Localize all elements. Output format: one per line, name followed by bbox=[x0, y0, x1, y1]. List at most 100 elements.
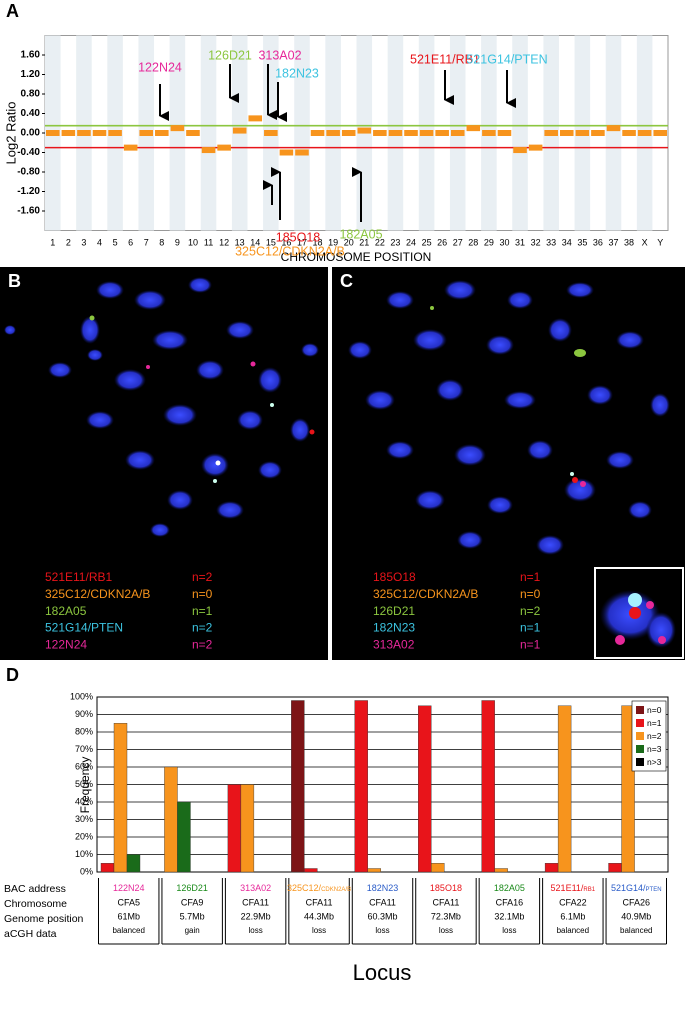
bac-name: 122N24 bbox=[113, 883, 145, 893]
segment bbox=[419, 130, 434, 136]
probe-label: 521G14/PTEN bbox=[45, 621, 123, 635]
bac-name: 182A05 bbox=[494, 883, 525, 893]
bar bbox=[418, 705, 432, 873]
x-tick-label: 6 bbox=[128, 237, 133, 247]
segment bbox=[388, 130, 403, 136]
legend-label: n=1 bbox=[647, 718, 662, 728]
x-tick-label: 36 bbox=[593, 237, 603, 247]
x-tick-label: 27 bbox=[453, 237, 463, 247]
x-tick-label: 25 bbox=[422, 237, 432, 247]
x-tick-label: 34 bbox=[562, 237, 572, 247]
gene-name: PTEN bbox=[646, 887, 662, 893]
bac-address: 313A02 bbox=[240, 883, 271, 893]
x-tick-label: 17 bbox=[297, 237, 307, 247]
y-tick-label: 0.00 bbox=[21, 128, 41, 139]
x-tick-label: 23 bbox=[390, 237, 400, 247]
segment bbox=[606, 125, 621, 132]
y-tick-label: -1.20 bbox=[17, 186, 40, 197]
panel-label: B bbox=[8, 271, 21, 291]
probe-count: n=1 bbox=[520, 621, 541, 635]
probe-label: 521E11/RB1 bbox=[45, 570, 112, 584]
y-axis-label: Log2 Ratio bbox=[3, 102, 18, 165]
x-tick-label: 13 bbox=[235, 237, 245, 247]
panel-label: C bbox=[340, 271, 353, 291]
segment bbox=[186, 130, 200, 136]
probe-label: 325C12/CDKN2A/B bbox=[45, 587, 150, 601]
y-tick-label: 60% bbox=[75, 761, 93, 771]
x-tick-label: 12 bbox=[219, 237, 229, 247]
x-tick-label: 9 bbox=[175, 237, 180, 247]
probe-count: n=0 bbox=[192, 587, 213, 601]
x-axis-label: Locus bbox=[353, 960, 412, 985]
segment bbox=[217, 144, 231, 151]
bar bbox=[557, 705, 572, 873]
segment bbox=[295, 149, 309, 156]
bac-name: 126D21 bbox=[176, 883, 208, 893]
row-label: BAC address bbox=[4, 883, 66, 895]
bar bbox=[240, 784, 255, 873]
panel-label: D bbox=[6, 665, 19, 685]
segment bbox=[357, 127, 372, 134]
y-tick-label: 80% bbox=[75, 726, 93, 736]
probe-label: 185O18 bbox=[373, 570, 416, 584]
bar bbox=[304, 868, 318, 873]
y-tick-label: 0.40 bbox=[21, 108, 41, 119]
x-tick-label: 20 bbox=[344, 237, 354, 247]
x-tick-label: 26 bbox=[437, 237, 447, 247]
x-tick-label: 2 bbox=[66, 237, 71, 247]
acgh-data: balanced bbox=[620, 926, 652, 935]
bar bbox=[431, 863, 445, 873]
genome-position: 40.9Mb bbox=[621, 911, 651, 921]
segment bbox=[108, 130, 122, 136]
bar bbox=[113, 723, 128, 873]
x-tick-label: 35 bbox=[577, 237, 587, 247]
bar bbox=[100, 863, 115, 873]
chromosome: CFA11 bbox=[306, 897, 333, 907]
acgh-data: loss bbox=[312, 926, 326, 935]
bar bbox=[608, 863, 622, 873]
bac-name: 521G14/ bbox=[611, 883, 646, 893]
legend-swatch bbox=[636, 706, 644, 714]
legend-label: n=0 bbox=[647, 705, 662, 715]
probe-count: n=2 bbox=[192, 570, 213, 584]
chromosome: CFA5 bbox=[117, 897, 140, 907]
segment bbox=[279, 149, 294, 156]
segment bbox=[310, 130, 325, 136]
bar bbox=[494, 868, 508, 873]
genome-position: 72.3Mb bbox=[431, 911, 461, 921]
y-tick-label: -0.40 bbox=[17, 147, 40, 158]
bac-address: 521E11/RB1 bbox=[551, 883, 596, 893]
gene-name: CDKN2A/B bbox=[321, 887, 351, 893]
bac-address: 126D21 bbox=[176, 883, 208, 893]
annotation: 182A05 bbox=[339, 227, 382, 241]
genome-position: 5.7Mb bbox=[180, 911, 205, 921]
x-axis-label: CHROMOSOME POSITION bbox=[281, 250, 432, 264]
genome-position: 22.9Mb bbox=[241, 911, 271, 921]
acgh-data: loss bbox=[502, 926, 516, 935]
row-label: aCGH data bbox=[4, 928, 57, 940]
x-tick-label: 24 bbox=[406, 237, 416, 247]
bar bbox=[126, 854, 141, 873]
segment bbox=[123, 144, 138, 151]
legend-swatch bbox=[636, 758, 644, 766]
y-tick-label: 90% bbox=[75, 709, 93, 719]
segment bbox=[61, 130, 76, 136]
row-label: Chromosome bbox=[4, 898, 67, 910]
y-tick-label: 70% bbox=[75, 744, 93, 754]
bac-name: 185O18 bbox=[430, 883, 462, 893]
y-tick-label: 50% bbox=[75, 779, 93, 789]
segment bbox=[575, 130, 590, 136]
acgh-data: loss bbox=[439, 926, 453, 935]
probe-count: n=2 bbox=[192, 637, 213, 651]
y-tick-label: 0.80 bbox=[21, 89, 41, 100]
legend-label: n>3 bbox=[647, 757, 662, 767]
bac-address: 182A05 bbox=[494, 883, 525, 893]
legend-label: n=3 bbox=[647, 744, 662, 754]
probe-count: n=0 bbox=[520, 587, 541, 601]
acgh-data: gain bbox=[185, 926, 200, 935]
bac-address: 521G14/PTEN bbox=[611, 883, 662, 893]
chromosome: CFA9 bbox=[181, 897, 204, 907]
y-tick-label: 10% bbox=[75, 849, 93, 859]
segment bbox=[559, 130, 574, 136]
